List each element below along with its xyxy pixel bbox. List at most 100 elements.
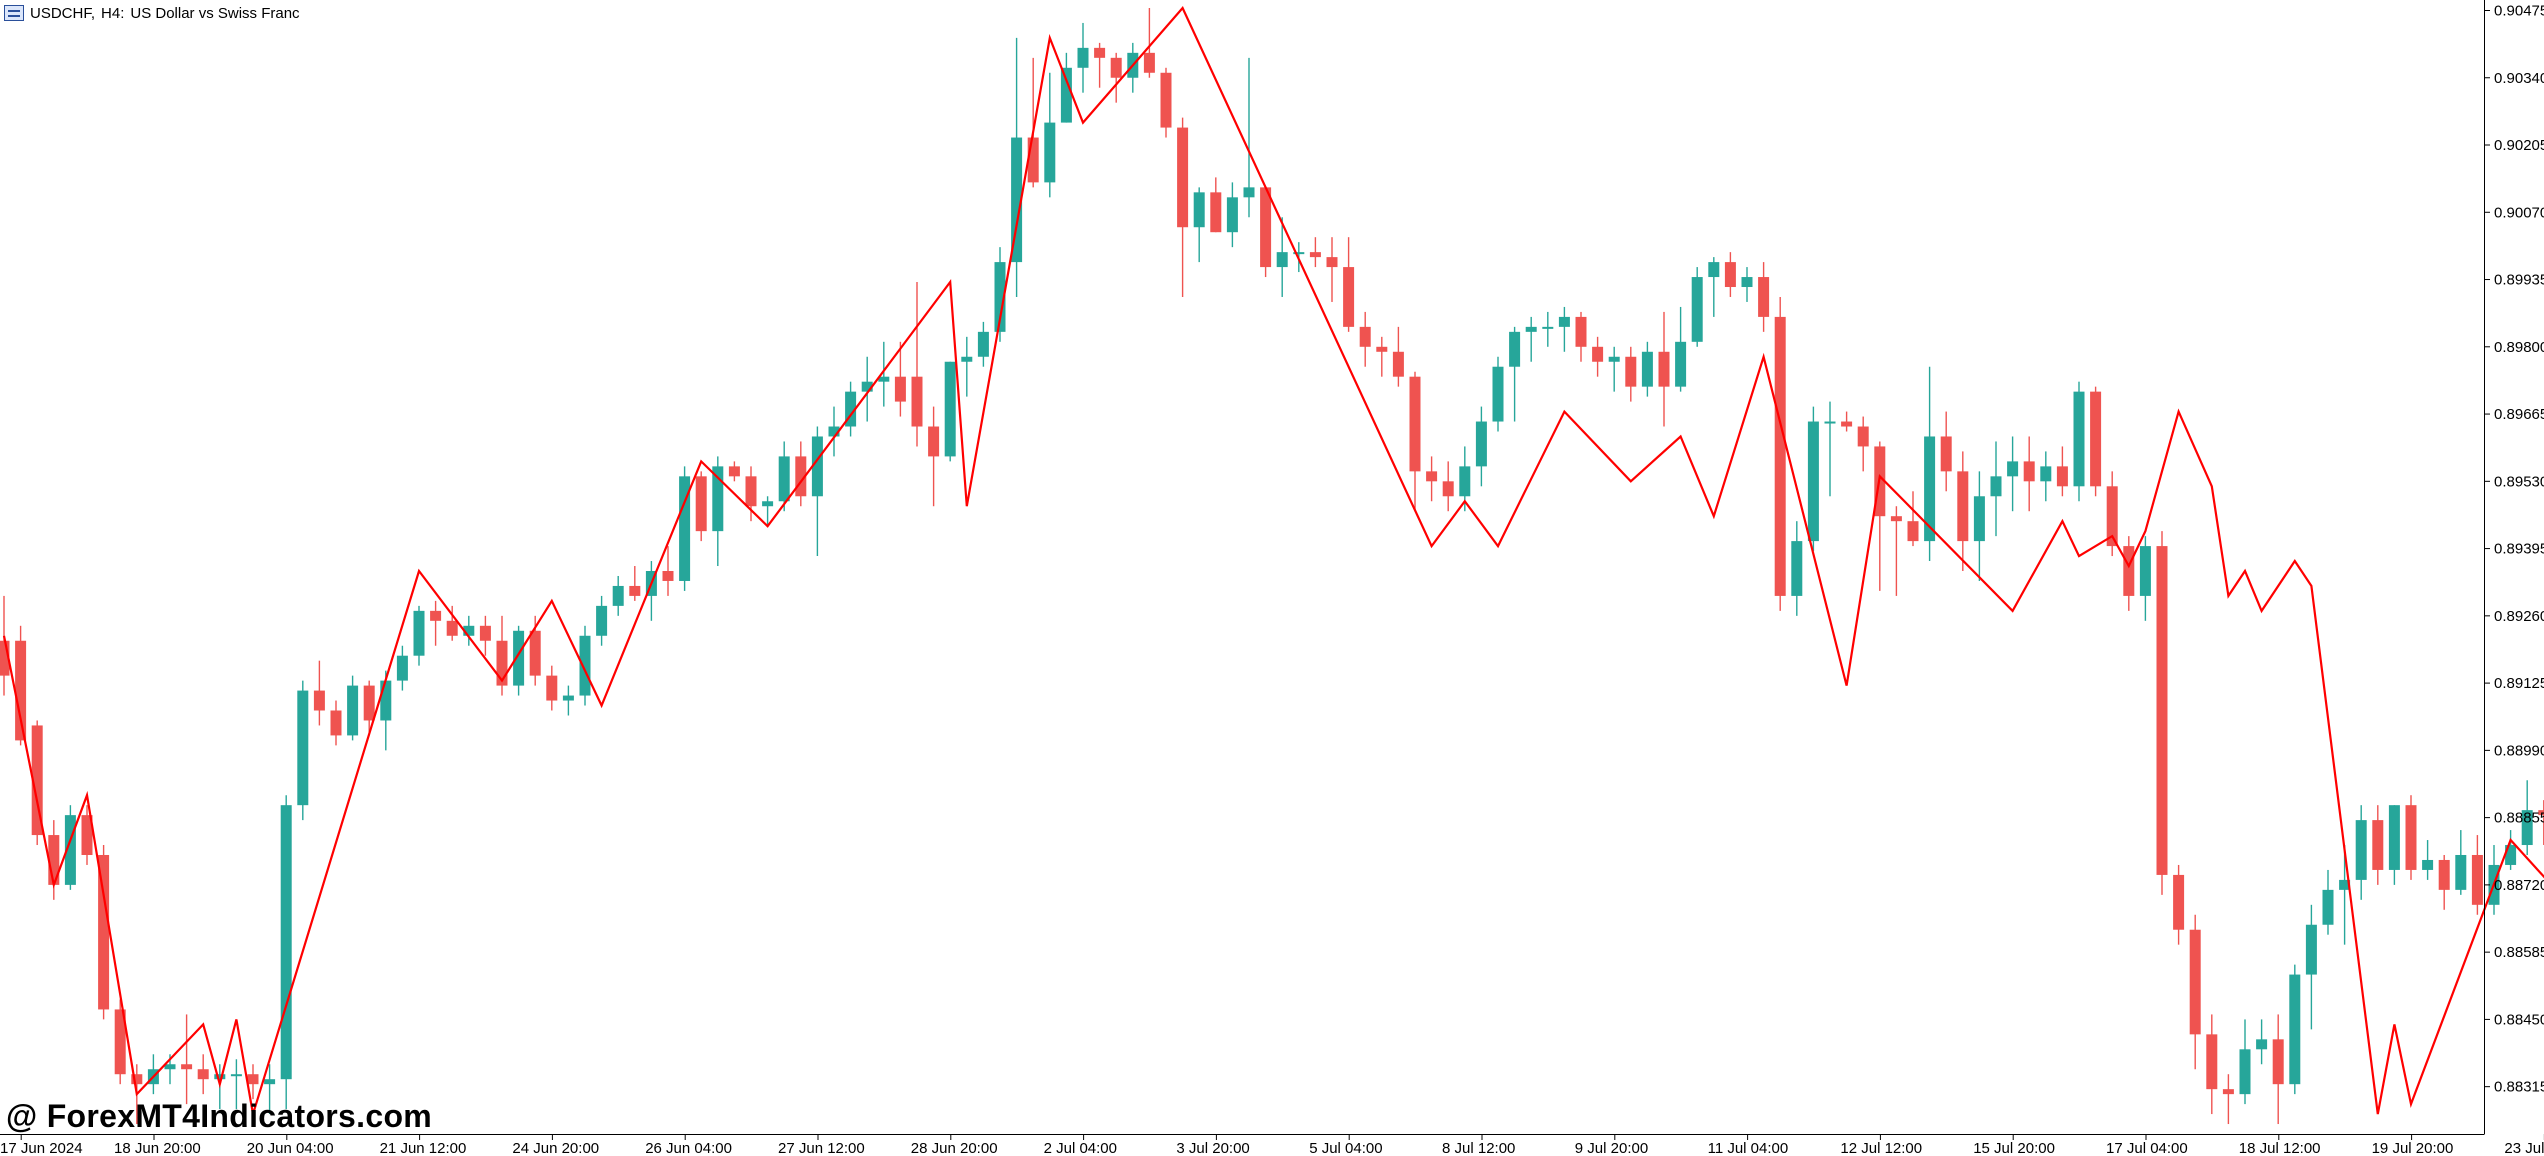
price-tick-label: 0.90070 (2494, 204, 2544, 221)
candle (396, 645, 408, 691)
candle (1625, 346, 1637, 402)
candle (446, 605, 458, 641)
candle (894, 341, 906, 417)
candle-body (845, 391, 857, 427)
candle (197, 1054, 209, 1095)
candle-body (1459, 466, 1471, 497)
candle-body (81, 815, 93, 855)
candle (347, 675, 359, 741)
candle-body (2206, 1034, 2218, 1090)
candle-body (214, 1074, 226, 1080)
candle-body (612, 585, 624, 606)
candle-body (1658, 351, 1670, 387)
candle (1160, 67, 1172, 138)
candle (463, 615, 475, 646)
candle (280, 795, 292, 1110)
candle-body (1260, 187, 1272, 268)
candle (2405, 795, 2417, 880)
candle-body (2339, 879, 2351, 890)
candle (2339, 845, 2351, 945)
candle (546, 665, 558, 711)
candle (762, 496, 774, 527)
candle-body (961, 356, 973, 362)
zigzag-layer (2, 5, 2544, 1115)
time-tick-label: 5 Jul 04:00 (1309, 1140, 1382, 1156)
candle (1442, 461, 1454, 512)
candle (297, 680, 309, 821)
candle (579, 625, 591, 706)
candle (114, 999, 126, 1085)
candle (1592, 336, 1604, 377)
candle-body (2322, 889, 2334, 925)
candle (2173, 864, 2185, 945)
candle-body (662, 571, 674, 581)
candle-body (1343, 267, 1355, 327)
candle (496, 615, 508, 696)
candle (1758, 262, 1770, 332)
candle-body (529, 630, 541, 676)
candle (64, 805, 76, 890)
candle-body (679, 476, 691, 581)
candle (2222, 1074, 2234, 1125)
candle (795, 441, 807, 507)
candle-body (1011, 137, 1023, 263)
candle-body (430, 610, 442, 621)
candle-body (1807, 421, 1819, 542)
price-tick-label: 0.89800 (2494, 339, 2544, 356)
candle (1392, 326, 1404, 387)
candle-body (894, 376, 906, 402)
candle (2139, 536, 2151, 621)
candle (1542, 311, 1554, 347)
candle (2322, 869, 2334, 935)
candle-body (2106, 486, 2118, 547)
candle (828, 406, 840, 457)
candle-body (1243, 187, 1255, 198)
candle (1343, 237, 1355, 332)
candle (1260, 187, 1272, 278)
candle-body (1774, 316, 1786, 596)
candle (1791, 521, 1803, 616)
candle (2239, 1019, 2251, 1105)
candle-body (197, 1069, 209, 1080)
candle (2305, 904, 2317, 1030)
candle (2106, 471, 2118, 557)
candle-body (181, 1064, 193, 1070)
candle (1575, 311, 1587, 362)
candle-body (0, 640, 10, 676)
candle-body (1094, 47, 1106, 58)
price-tick-label: 0.90475 (2494, 2, 2544, 19)
candle (712, 456, 724, 567)
candle-body (745, 476, 757, 507)
candle-body (1177, 127, 1189, 228)
chart-window-icon[interactable] (4, 5, 24, 21)
candle (1044, 72, 1056, 198)
candle-body (1675, 341, 1687, 387)
candle (977, 321, 989, 367)
candle-body (1293, 252, 1305, 255)
candle (778, 441, 790, 512)
candle-body (1990, 476, 2002, 497)
candle-body (994, 262, 1006, 332)
candle-body (1326, 257, 1338, 268)
price-tick-label: 0.88720 (2494, 877, 2544, 894)
candle-body (1724, 262, 1736, 288)
candle (679, 466, 691, 591)
candle (612, 575, 624, 616)
candle-body (1940, 436, 1952, 472)
candle-body (1044, 122, 1056, 183)
price-tick-label: 0.90340 (2494, 70, 2544, 87)
candle (0, 595, 10, 696)
candles-layer (0, 8, 2544, 1125)
candle (247, 1064, 259, 1100)
candle (1127, 42, 1139, 93)
candle-body (313, 690, 325, 711)
candle-body (413, 610, 425, 656)
candle-body (596, 605, 608, 636)
time-tick-label: 12 Jul 12:00 (1840, 1140, 1922, 1156)
candle-body (1226, 197, 1238, 233)
candle (2206, 1014, 2218, 1115)
candle (1824, 401, 1836, 497)
candle-body (297, 690, 309, 806)
candle-body (1276, 252, 1288, 268)
